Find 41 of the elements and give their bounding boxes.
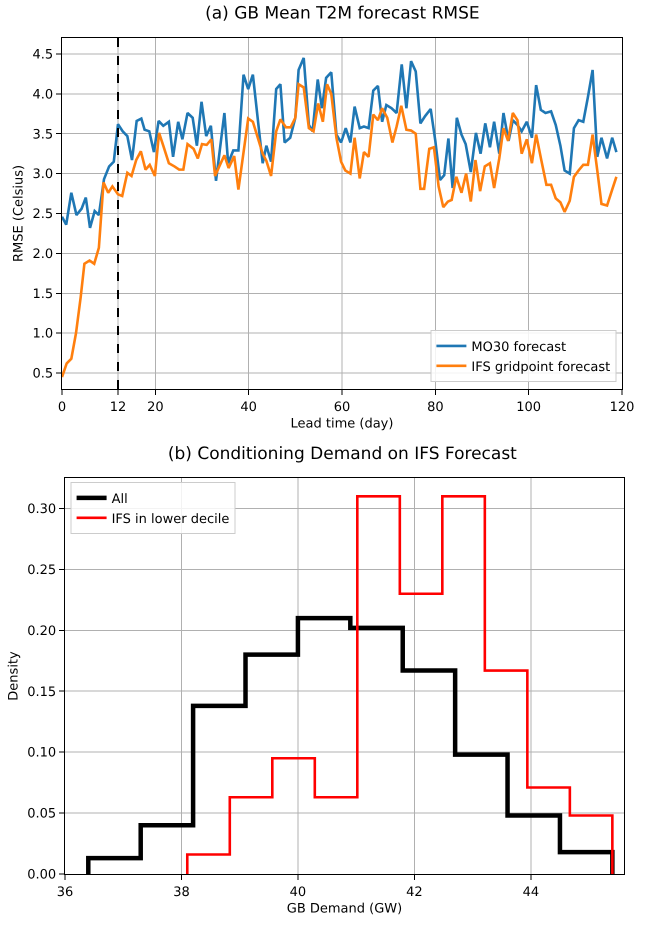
x-tick-label: 44: [522, 884, 540, 900]
x-axis-title: GB Demand (GW): [286, 901, 402, 916]
x-tick-label: 12: [110, 400, 126, 415]
line-series: [62, 56, 618, 230]
y-tick-label: 0.05: [27, 806, 56, 822]
x-tick-label: 60: [334, 400, 350, 415]
x-tick-label: 36: [56, 884, 74, 900]
y-tick-label: 0.30: [27, 502, 56, 518]
chart-title: (b) Conditioning Demand on IFS Forecast: [168, 444, 518, 464]
y-tick-label: 0.20: [27, 624, 56, 639]
x-tick-label: 100: [516, 400, 542, 415]
chart-title: (a) GB Mean T2M forecast RMSE: [205, 4, 480, 24]
y-axis-title: RMSE (Celsius): [12, 164, 27, 262]
line-series: [62, 82, 618, 378]
y-tick-label: 4.5: [32, 48, 54, 62]
x-tick-label: 40: [240, 400, 257, 415]
y-axis-title: Density: [6, 650, 22, 701]
x-tick-label: 20: [147, 400, 164, 415]
y-tick-label: 0.10: [27, 746, 56, 761]
y-tick-label: 4.0: [32, 87, 54, 102]
y-tick-label: 0.00: [27, 868, 56, 883]
x-tick-label: 38: [173, 884, 190, 900]
x-tick-label: 80: [427, 400, 444, 415]
y-tick-label: 2.0: [32, 246, 54, 262]
y-tick-label: 3.5: [32, 127, 54, 142]
y-tick-label: 1.0: [32, 326, 54, 342]
y-tick-label: 0.25: [27, 562, 56, 578]
y-tick-label: 0.15: [27, 684, 56, 700]
legend-label: All: [112, 492, 128, 507]
legend-label: IFS in lower decile: [112, 512, 230, 527]
legend-label: IFS gridpoint forecast: [471, 360, 610, 375]
x-tick-label: 40: [290, 884, 306, 900]
x-tick-label: 0: [58, 400, 66, 415]
y-tick-label: 3.0: [32, 167, 54, 182]
x-tick-label: 42: [406, 884, 423, 900]
x-axis-title: Lead time (day): [290, 416, 394, 432]
y-tick-label: 2.5: [32, 207, 54, 222]
legend-label: MO30 forecast: [471, 340, 566, 355]
y-tick-label: 0.5: [32, 366, 54, 382]
x-tick-label: 120: [610, 400, 634, 415]
y-tick-label: 1.5: [32, 286, 54, 302]
